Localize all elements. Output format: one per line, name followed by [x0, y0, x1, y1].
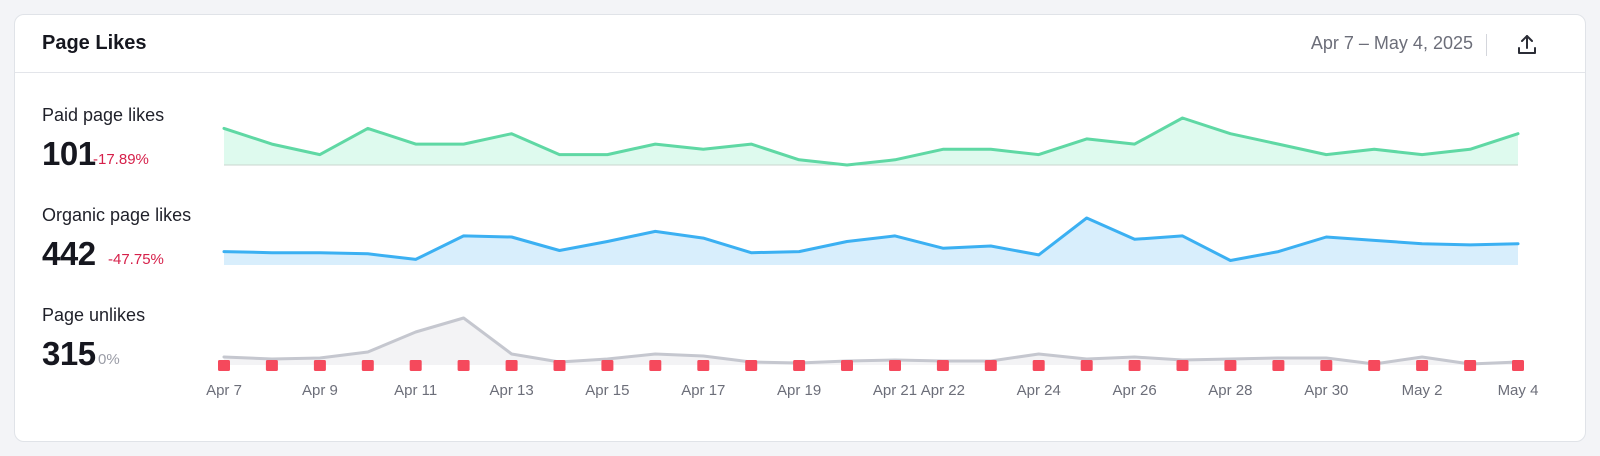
- flag-marker-icon: [889, 360, 901, 371]
- paid-series-line: [222, 116, 1520, 167]
- organic-series-line: [222, 216, 1520, 262]
- card-header: Page Likes Apr 7 – May 4, 2025: [15, 15, 1585, 73]
- likes-charts: Apr 7 Apr 9 Apr 11 Apr 13 Apr 15 Apr 17 Apr 19…: [206, 116, 1539, 399]
- paid-series-area: [224, 118, 1518, 165]
- organic-likes-label: Organic page likes: [42, 205, 192, 225]
- x-tick-label: Apr 15: [585, 382, 629, 399]
- flag-marker-icon: [409, 360, 422, 371]
- flag-marker-icon: [457, 360, 470, 371]
- paid-likes-change: -17.89%: [93, 151, 149, 168]
- x-tick-label: Apr 26: [1112, 382, 1156, 399]
- page-unlikes-change: 0%: [98, 351, 120, 368]
- flag-marker-icon: [745, 360, 758, 371]
- paid-likes-value: 101: [42, 135, 96, 172]
- flag-marker-icon: [361, 360, 374, 371]
- x-tick-label: Apr 17: [681, 382, 725, 399]
- x-tick-label: Apr 7: [206, 382, 242, 399]
- flag-marker-icon: [1464, 360, 1477, 371]
- x-tick-label: Apr 11: [394, 382, 437, 399]
- card-title: Page Likes: [42, 32, 147, 54]
- flag-marker-icon: [649, 360, 662, 371]
- x-tick-label: Apr 22: [921, 382, 965, 399]
- flag-marker-icon: [1224, 360, 1237, 371]
- date-range[interactable]: Apr 7 – May 4, 2025: [1310, 33, 1473, 53]
- export-button[interactable]: [1513, 31, 1541, 59]
- organic-series-area: [224, 218, 1518, 265]
- upload-export-icon: [1518, 35, 1536, 54]
- flag-marker-icon: [1272, 360, 1285, 371]
- flag-marker-icon: [1032, 360, 1045, 371]
- header-divider: [1486, 34, 1487, 56]
- flag-marker-icon: [1320, 360, 1333, 371]
- flag-marker-icon: [984, 360, 997, 371]
- x-tick-label: Apr 24: [1017, 382, 1061, 399]
- unlikes-series-line: [222, 316, 1520, 366]
- flag-marker-icon: [218, 360, 230, 371]
- flag-marker-icon: [1080, 360, 1093, 371]
- flag-marker-icon: [697, 360, 710, 371]
- flag-marker-icon: [1512, 360, 1524, 371]
- x-tick-label: Apr 30: [1304, 382, 1348, 399]
- flag-marker-icon: [265, 360, 278, 371]
- x-tick-label: Apr 13: [489, 382, 533, 399]
- flag-marker-icon: [601, 360, 614, 371]
- flag-marker-icon: [1128, 360, 1141, 371]
- flag-marker-icon: [313, 360, 326, 371]
- flag-marker-icon: [1368, 360, 1381, 371]
- flag-marker-icon: [936, 360, 949, 371]
- page-unlikes-label: Page unlikes: [42, 305, 146, 325]
- x-tick-label: Apr 28: [1208, 382, 1252, 399]
- flag-marker-icon: [793, 360, 806, 371]
- x-tick-label: Apr 21: [873, 382, 917, 399]
- organic-likes-value: 442: [42, 235, 96, 272]
- x-tick-label: Apr 9: [302, 382, 338, 399]
- flag-marker-icon: [553, 360, 566, 371]
- organic-likes-change: -47.75%: [108, 251, 164, 268]
- paid-likes-label: Paid page likes: [42, 105, 165, 125]
- x-tick-label: May 2: [1402, 382, 1443, 399]
- x-tick-label: May 4: [1498, 382, 1539, 399]
- flag-marker-icon: [1176, 360, 1189, 371]
- x-tick-label: Apr 19: [777, 382, 821, 399]
- unlikes-series-area: [224, 318, 1518, 365]
- flag-marker-icon: [1416, 360, 1429, 371]
- page-unlikes-value: 315: [42, 335, 96, 372]
- page-likes-card: Page Likes Apr 7 – May 4, 2025 Paid page…: [14, 14, 1586, 442]
- flag-marker-icon: [505, 360, 518, 371]
- flag-marker-icon: [841, 360, 853, 371]
